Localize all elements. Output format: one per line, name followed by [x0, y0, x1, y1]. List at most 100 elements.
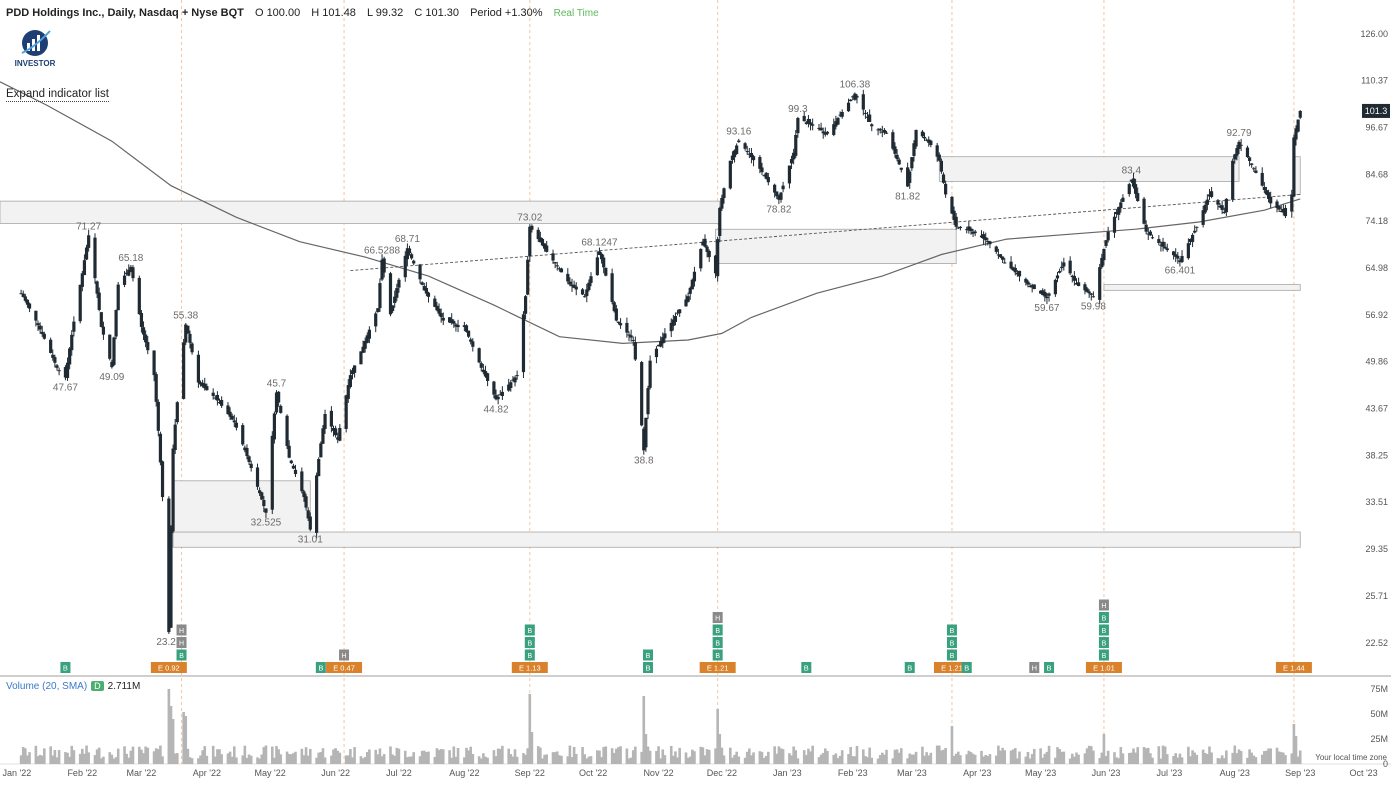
signal-badge-label: H [1101, 603, 1106, 610]
candle-body [226, 405, 230, 415]
candle-body [348, 375, 352, 387]
volume-bar [294, 751, 297, 764]
candle-body [728, 160, 732, 189]
event-badge-label: B [1047, 664, 1052, 673]
signal-badge[interactable] [1098, 624, 1109, 636]
signal-badge[interactable] [339, 649, 350, 661]
volume-bar [836, 758, 840, 764]
volume-bar [190, 758, 194, 764]
signal-badge[interactable] [946, 637, 957, 648]
signal-badge-label: H [342, 653, 347, 660]
volume-bar [425, 751, 428, 764]
candle-body [144, 334, 148, 343]
earnings-badge[interactable] [326, 662, 363, 673]
volume-bar [427, 751, 430, 764]
volume-bar [1233, 745, 1237, 764]
volume-bar [942, 749, 945, 764]
volume-bar [277, 749, 280, 764]
candle-body [211, 392, 215, 396]
volume-bar [1087, 745, 1091, 764]
signal-badge-label: B [527, 641, 532, 648]
earnings-badge[interactable] [933, 662, 970, 673]
signal-badge[interactable] [712, 624, 723, 636]
earnings-badge[interactable] [511, 662, 548, 673]
candle-body [899, 167, 903, 170]
signal-badge[interactable] [1098, 637, 1109, 648]
candle-body [471, 341, 475, 347]
price-annotation: 83.4 [1122, 166, 1142, 177]
signal-badge[interactable] [176, 649, 187, 661]
volume-bar [602, 746, 605, 764]
volume-bar [615, 748, 618, 764]
candle-body [19, 293, 23, 295]
volume-bar [346, 755, 350, 764]
candle-body [944, 183, 948, 195]
volume-bar [247, 754, 251, 764]
earnings-badge[interactable] [150, 662, 187, 673]
candle-body [260, 492, 264, 500]
signal-badge[interactable] [1098, 612, 1109, 623]
signal-badge[interactable] [1098, 599, 1109, 611]
candle-body [397, 279, 401, 288]
candle-body [228, 411, 232, 417]
volume-bar [197, 758, 200, 764]
signal-badge[interactable] [60, 662, 71, 673]
candle-body [994, 246, 998, 252]
signal-badge[interactable] [712, 612, 723, 623]
signal-badge[interactable] [176, 624, 187, 636]
candle-body [678, 309, 682, 314]
candle-body [787, 165, 792, 184]
candle-body [146, 341, 150, 351]
signal-badge[interactable] [1044, 662, 1055, 673]
candle-body [794, 134, 798, 156]
volume-bar [737, 756, 741, 764]
signal-badge[interactable] [946, 649, 957, 661]
volume-bar [1248, 749, 1251, 764]
earnings-badge[interactable] [1275, 662, 1312, 673]
volume-bar [760, 751, 764, 764]
candle-body [129, 266, 133, 273]
signal-badge[interactable] [524, 624, 535, 636]
signal-badge[interactable] [643, 649, 654, 661]
earnings-badge[interactable] [1085, 662, 1122, 673]
signal-badge[interactable] [961, 662, 972, 673]
expand-indicator-list-link[interactable]: Expand indicator list [6, 88, 109, 102]
signal-badge[interactable] [904, 662, 915, 673]
volume-bar [218, 749, 221, 764]
earnings-badge[interactable] [699, 662, 736, 673]
candle-body [646, 388, 650, 415]
candle-body [1104, 240, 1108, 246]
time-axis-tick: Nov '22 [643, 768, 673, 778]
event-badge-label: B [964, 664, 969, 673]
signal-badge[interactable] [176, 637, 187, 648]
candle-body [1171, 251, 1176, 256]
volume-bar [1237, 749, 1241, 764]
candle-body [447, 317, 452, 323]
chart-header: PDD Holdings Inc., Daily, Nasdaq + Nyse … [6, 7, 599, 19]
volume-bar [661, 749, 665, 764]
candle-body [760, 167, 764, 173]
volume-bar [184, 716, 188, 764]
signal-badge[interactable] [1029, 662, 1040, 673]
signal-badge[interactable] [801, 662, 812, 673]
signal-badge[interactable] [712, 637, 723, 648]
volume-bar [26, 755, 29, 764]
signal-badge[interactable] [315, 662, 326, 673]
volume-badge[interactable]: D [91, 681, 104, 691]
volume-bar [659, 758, 662, 764]
volume-bar [21, 746, 25, 764]
signal-badge[interactable] [946, 624, 957, 636]
volume-bar [788, 753, 791, 764]
volume-bar [330, 755, 333, 764]
candle-body [1055, 275, 1060, 279]
price-axis-tick: 33.51 [1365, 497, 1388, 507]
signal-badge[interactable] [1098, 649, 1109, 661]
svg-text:INVESTOR: INVESTOR [15, 59, 56, 68]
signal-badge[interactable] [712, 649, 723, 661]
volume-bar [1062, 751, 1066, 764]
signal-badge[interactable] [524, 637, 535, 648]
signal-badge[interactable] [524, 649, 535, 661]
signal-badge[interactable] [643, 662, 654, 673]
